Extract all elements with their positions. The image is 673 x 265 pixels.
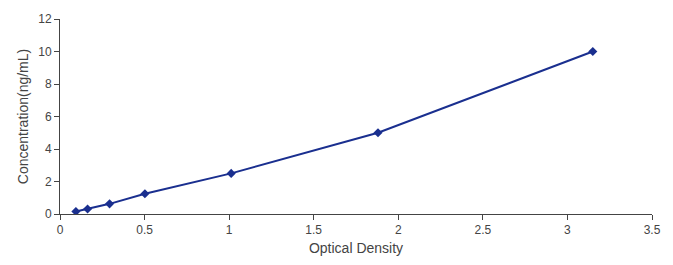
- svg-text:1.5: 1.5: [305, 223, 322, 237]
- svg-text:3.5: 3.5: [644, 223, 661, 237]
- svg-text:Concentration(ng/mL): Concentration(ng/mL): [15, 49, 31, 184]
- svg-text:0.5: 0.5: [136, 223, 153, 237]
- svg-text:2.5: 2.5: [475, 223, 492, 237]
- svg-text:6: 6: [45, 110, 52, 124]
- svg-text:12: 12: [38, 12, 52, 26]
- svg-text:0: 0: [57, 223, 64, 237]
- svg-text:4: 4: [45, 142, 52, 156]
- svg-text:1: 1: [226, 223, 233, 237]
- svg-text:2: 2: [395, 223, 402, 237]
- svg-text:10: 10: [38, 45, 52, 59]
- svg-text:3: 3: [564, 223, 571, 237]
- svg-text:2: 2: [45, 175, 52, 189]
- svg-text:8: 8: [45, 77, 52, 91]
- svg-text:Optical Density: Optical Density: [309, 240, 403, 256]
- svg-text:0: 0: [45, 207, 52, 221]
